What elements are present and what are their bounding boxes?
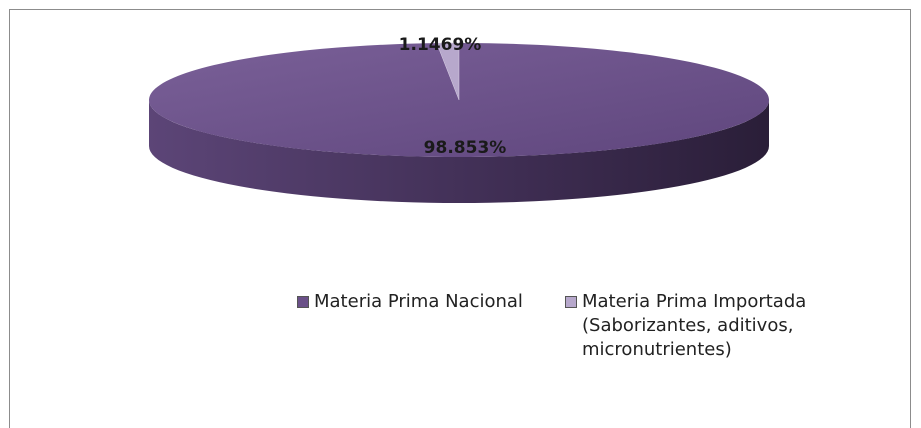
legend: Materia Prima Nacional Materia Prima Impo…: [0, 290, 921, 360]
legend-entry: Materia Prima Nacional: [297, 290, 523, 314]
pie-side: [149, 100, 769, 203]
data-label: 98.853%: [424, 138, 507, 158]
legend-swatch: [297, 296, 309, 308]
pie-slice: [436, 42, 460, 101]
chart-frame: [9, 9, 911, 428]
legend-swatch: [565, 296, 577, 308]
data-label: 1.1469%: [399, 35, 482, 55]
legend-label: Materia Prima Nacional: [314, 291, 523, 312]
legend-label: Materia Prima Importada (Saborizantes, a…: [582, 291, 807, 360]
legend-entry: Materia Prima Importada (Saborizantes, a…: [565, 290, 921, 362]
